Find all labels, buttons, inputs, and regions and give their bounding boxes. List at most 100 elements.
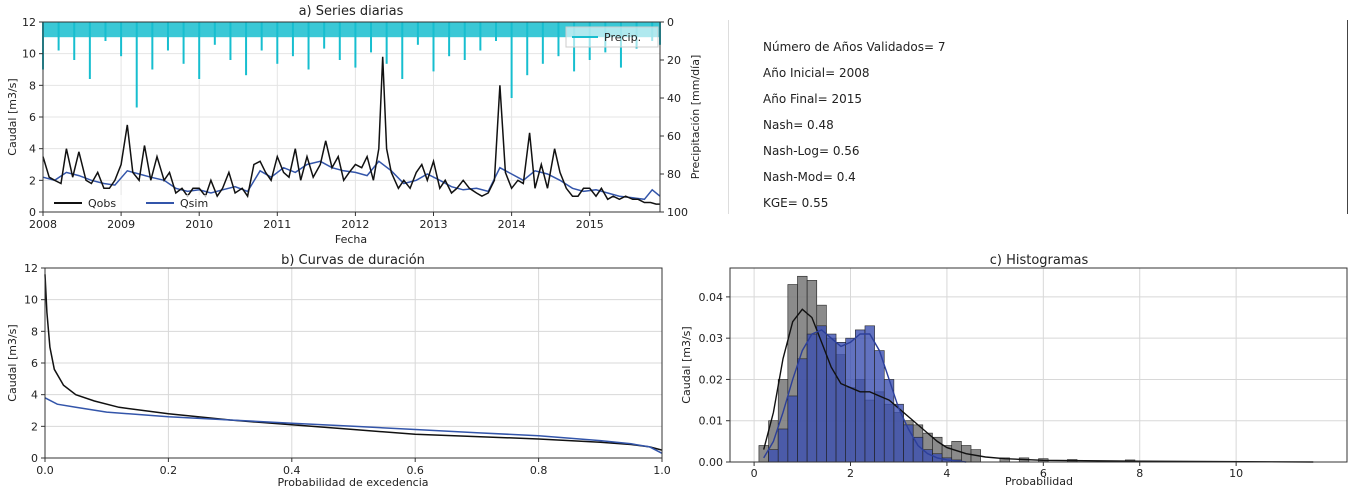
- stat-kge: KGE= 0.55: [763, 196, 829, 210]
- stat-years-validated: Número de Años Validados= 7: [763, 40, 946, 54]
- series-line-qobs: [42, 56, 660, 205]
- y-tick-label: 10: [22, 48, 36, 61]
- stat-nash-mod: Nash-Mod= 0.4: [763, 170, 856, 184]
- x-tick-label: 6: [1040, 467, 1047, 480]
- y-tick-label: 0.03: [699, 332, 724, 345]
- histogram-bar-qsim: [893, 403, 904, 463]
- stat-start-year: Año Inicial= 2008: [763, 66, 870, 80]
- x-tick-label: 4: [943, 467, 950, 480]
- y-tick-label: 2: [29, 174, 36, 187]
- x-tick-label: 10: [1229, 467, 1243, 480]
- histogram-bar-qsim: [787, 395, 798, 463]
- daily-series-chart: a) Series diarias 2008 2009 2010 2011 2012 20…: [6, 4, 702, 246]
- daily-series-xticks: 2008 2009 2010 2011 2012 2013 2014 2015: [29, 212, 604, 231]
- x-tick-label: 2013: [420, 218, 448, 231]
- y-tick-label: 0.00: [699, 456, 724, 469]
- y2-tick-label: 40: [667, 92, 681, 105]
- precip-legend: Precip.: [565, 26, 659, 48]
- kde-line-qobs: [763, 308, 1314, 463]
- precip-legend-label: Precip.: [604, 31, 641, 44]
- x-tick-label: 2008: [29, 218, 57, 231]
- x-tick-label: 2: [847, 467, 854, 480]
- histogram-bar-qsim: [874, 350, 885, 463]
- histogram-bar-qsim: [855, 329, 866, 463]
- y2-tick-label: 20: [667, 54, 681, 67]
- histogram-bar-qsim: [883, 379, 895, 463]
- x-tick-label: 0: [751, 467, 758, 480]
- stat-nash-log: Nash-Log= 0.56: [763, 144, 860, 158]
- qobs-legend-label: Qobs: [88, 197, 116, 210]
- y2-tick-label: 0: [667, 16, 674, 29]
- y-tick-label: 8: [31, 325, 38, 338]
- y-tick-label: 4: [29, 143, 36, 156]
- histogram-bar-qsim: [835, 341, 846, 463]
- flow-legend: Qobs Qsim: [46, 195, 216, 211]
- y-tick-label: 6: [29, 111, 36, 124]
- histogram-bar-qsim: [777, 428, 789, 463]
- flow-series: [42, 56, 661, 205]
- stat-nash: Nash= 0.48: [763, 118, 834, 132]
- duration-line-qsim: [44, 397, 663, 454]
- y-tick-label: 4: [31, 389, 38, 402]
- daily-series-yticks: 0 2 4 6 8 10 12: [22, 16, 43, 219]
- daily-series-y2ticks: 0 20 40 60 80 100: [660, 16, 688, 219]
- daily-series-y2label: Precipitación [mm/día]: [689, 55, 702, 180]
- histogram-title: c) Histogramas: [990, 253, 1089, 268]
- y-tick-label: 0.01: [699, 415, 724, 428]
- precip-series: [42, 22, 661, 108]
- duration-curve-chart: b) Curvas de duración 0.0 0.2 0.4 0.6 0.8 1.0…: [6, 253, 671, 489]
- histogram-yticks: 0.00 0.01 0.02 0.03 0.04: [699, 291, 730, 469]
- x-tick-label: 0.2: [160, 464, 178, 477]
- x-tick-label: 2015: [576, 218, 604, 231]
- daily-series-ylabel: Caudal [m3/s]: [6, 78, 19, 155]
- y-tick-label: 12: [22, 16, 36, 29]
- y2-tick-label: 100: [667, 206, 688, 219]
- histogram-kde: [763, 308, 1314, 463]
- y-tick-label: 6: [31, 357, 38, 370]
- qsim-legend-label: Qsim: [180, 197, 208, 210]
- y2-tick-label: 80: [667, 168, 681, 181]
- x-tick-label: 2009: [107, 218, 135, 231]
- precip-band: [43, 22, 660, 38]
- histogram-ylabel: Caudal [m3/s]: [680, 326, 693, 403]
- duration-curve-series: [44, 274, 663, 454]
- y-tick-label: 0: [31, 452, 38, 465]
- y-tick-label: 0.02: [699, 373, 724, 386]
- stat-end-year: Año Final= 2015: [763, 92, 863, 106]
- daily-series-xlabel: Fecha: [335, 233, 367, 246]
- histogram-xticks: 0 2 4 6 8 10: [751, 462, 1243, 480]
- histogram-frame: [729, 267, 1348, 463]
- y-tick-label: 10: [24, 294, 38, 307]
- x-tick-label: 0.4: [283, 464, 301, 477]
- duration-curve-xlabel: Probabilidad de excedencia: [277, 476, 428, 489]
- y-tick-label: 2: [31, 420, 38, 433]
- histogram-bar-qsim: [806, 333, 818, 463]
- x-tick-label: 2012: [341, 218, 369, 231]
- histogram-bar-qsim: [826, 333, 837, 463]
- duration-curve-title: b) Curvas de duración: [281, 253, 425, 268]
- x-tick-label: 0.6: [406, 464, 424, 477]
- y-tick-label: 8: [29, 79, 36, 92]
- x-tick-label: 1.0: [653, 464, 671, 477]
- histogram-bar-qsim: [903, 424, 914, 463]
- x-tick-label: 8: [1136, 467, 1143, 480]
- histogram-bar-qsim: [797, 358, 808, 463]
- x-tick-label: 0.8: [530, 464, 548, 477]
- kde-line-qsim: [763, 329, 967, 463]
- histogram-xlabel: Probabilidad: [1005, 475, 1073, 488]
- x-tick-label: 2010: [185, 218, 213, 231]
- y-tick-label: 0: [29, 206, 36, 219]
- histogram-bar-qsim: [816, 325, 827, 463]
- x-tick-label: 2014: [498, 218, 526, 231]
- histogram-bar-qsim: [845, 337, 856, 463]
- duration-curve-xticks: 0.0 0.2 0.4 0.6 0.8 1.0: [36, 458, 671, 477]
- y2-tick-label: 60: [667, 130, 681, 143]
- x-tick-label: 0.0: [36, 464, 54, 477]
- daily-series-title: a) Series diarias: [299, 4, 404, 19]
- stats-panel: Número de Años Validados= 7 Año Inicial=…: [728, 20, 1348, 214]
- y-tick-label: 12: [24, 262, 38, 275]
- y-tick-label: 0.04: [699, 291, 724, 304]
- histogram-bar-qsim: [768, 449, 779, 463]
- duration-curve-ylabel: Caudal [m3/s]: [6, 324, 19, 401]
